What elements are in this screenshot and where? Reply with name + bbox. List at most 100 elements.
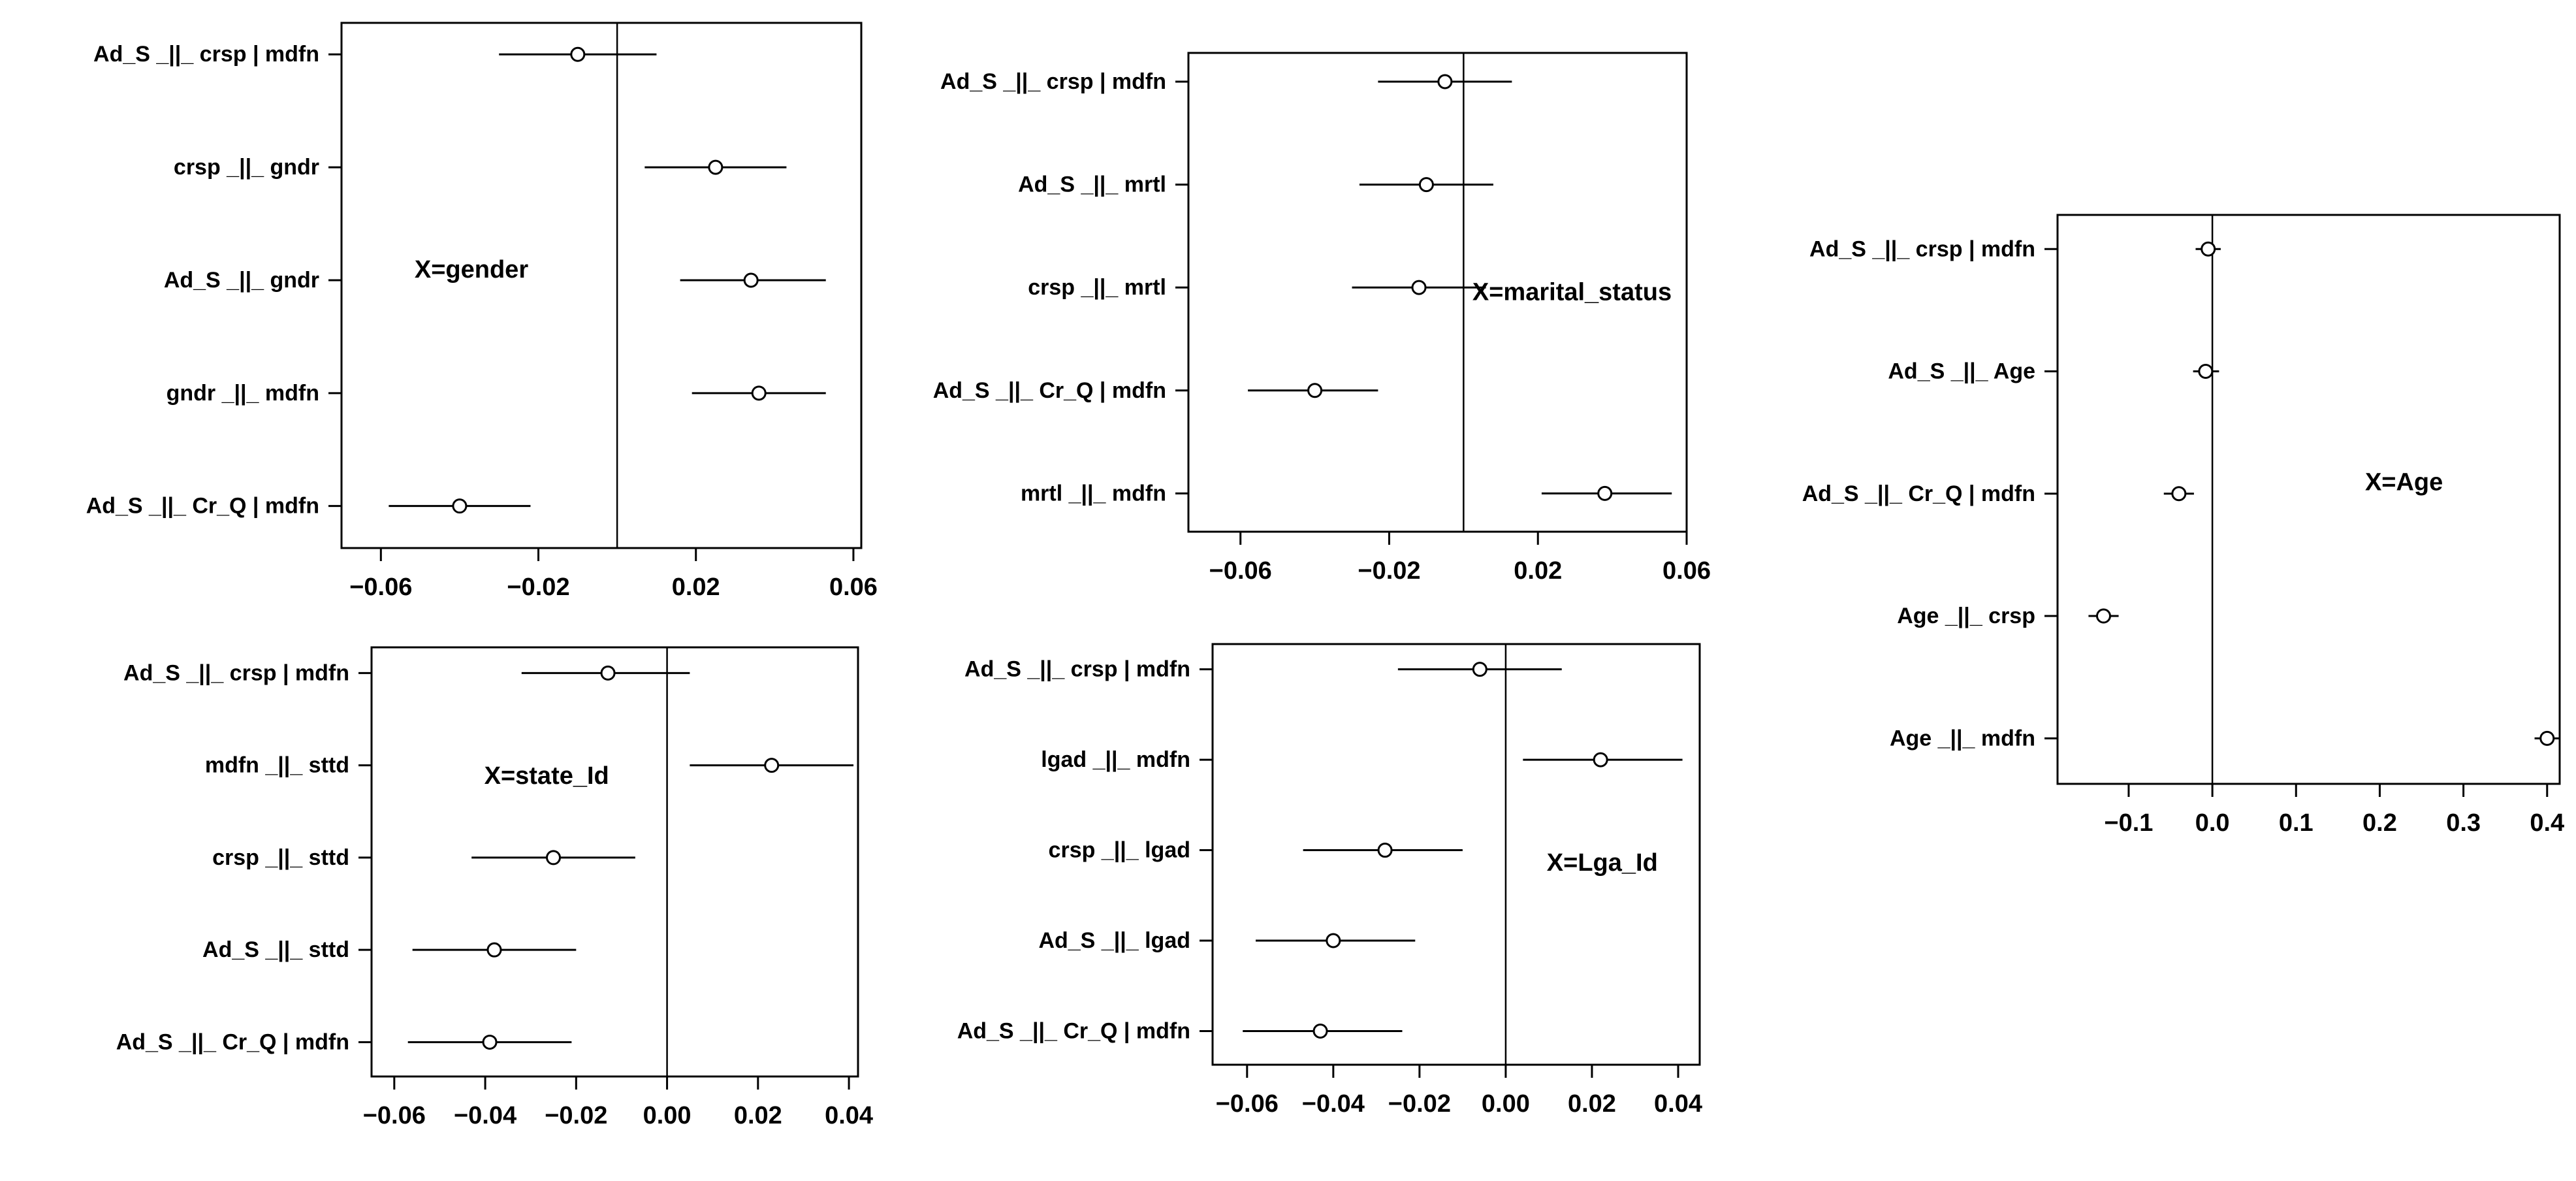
estimate-point (1312, 1023, 1328, 1039)
estimate-point (1472, 662, 1487, 677)
estimate-point (486, 942, 502, 958)
forest-row: Ad_S _||_ crsp | mdfn (940, 69, 1512, 94)
row-label: Ad_S _||_ crsp | mdfn (1809, 236, 2035, 261)
row-label: Ad_S _||_ sttd (202, 937, 349, 962)
row-label: mdfn _||_ sttd (205, 753, 349, 778)
estimate-point (452, 498, 468, 514)
row-label: Ad_S _||_ Cr_Q | mdfn (957, 1018, 1190, 1043)
x-axis-tick-label: 0.04 (825, 1102, 873, 1129)
x-axis-tick-label: −0.06 (1216, 1090, 1279, 1118)
forest-row: Age _||_ mdfn (1890, 726, 2560, 751)
row-label: Ad_S _||_ lgad (1038, 928, 1190, 953)
estimate-point (600, 665, 616, 681)
row-label: crsp _||_ sttd (212, 845, 349, 870)
plot-box (1211, 643, 1701, 1066)
x-axis-tick-label: 0.3 (2446, 809, 2481, 837)
row-label: Ad_S _||_ gndr (164, 268, 319, 293)
estimate-point (751, 385, 767, 401)
forest-row: Ad_S _||_ lgad (1038, 928, 1416, 953)
x-axis-tick-label: −0.06 (349, 574, 412, 601)
row-label: lgad _||_ mdfn (1041, 747, 1190, 772)
x-axis-tick-label: 0.00 (1482, 1090, 1530, 1118)
panel-annotation: X=Age (2365, 468, 2443, 496)
x-axis-tick-label: −0.02 (545, 1102, 607, 1129)
panel-annotation: X=marital_status (1472, 279, 1672, 306)
panel-x-gender: Ad_S _||_ crsp | mdfn crsp _||_ gndr Ad_S … (86, 22, 878, 601)
estimate-point (1307, 383, 1323, 398)
x-axis-tick-label: 0.02 (1514, 557, 1562, 585)
forest-row: Ad_S _||_ Cr_Q | mdfn (86, 494, 531, 519)
panel-annotation: X=Lga_Id (1547, 849, 1658, 877)
x-axis-tick-label: 0.02 (734, 1102, 782, 1129)
forest-row: Ad_S _||_ Cr_Q | mdfn (1802, 481, 2194, 506)
row-label: Ad_S _||_ crsp | mdfn (123, 660, 349, 685)
panel-x-lga-id: Ad_S _||_ crsp | mdfn lgad _||_ mdfn crsp … (957, 643, 1702, 1118)
row-label: Ad_S _||_ Cr_Q | mdfn (116, 1029, 349, 1054)
row-label: crsp _||_ lgad (1049, 838, 1190, 863)
row-label: Ad_S _||_ Cr_Q | mdfn (1802, 481, 2035, 506)
estimate-point (1411, 280, 1427, 295)
x-axis-tick-label: 0.2 (2362, 809, 2397, 837)
estimate-point (546, 850, 562, 866)
estimate-point (2201, 241, 2216, 257)
x-axis-tick-label: 0.4 (2530, 809, 2564, 837)
plot-box (340, 22, 863, 549)
x-axis-tick-label: −0.02 (1358, 557, 1420, 585)
row-label: Ad_S _||_ Age (1888, 359, 2035, 384)
x-axis-tick-label: −0.1 (2104, 809, 2153, 837)
forest-row: mrtl _||_ mdfn (1021, 481, 1672, 506)
forest-row: gndr _||_ mdfn (167, 381, 826, 406)
forest-row: Ad_S _||_ crsp | mdfn (964, 657, 1562, 682)
row-label: Ad_S _||_ crsp | mdfn (940, 69, 1166, 94)
forest-row: crsp _||_ sttd (212, 845, 635, 870)
x-axis-tick-label: −0.02 (507, 574, 569, 601)
row-label: Ad_S _||_ Cr_Q | mdfn (86, 494, 319, 519)
x-axis-tick-label: −0.04 (454, 1102, 517, 1129)
panel-x-age: Ad_S _||_ crsp | mdfn Ad_S _||_ Age Ad_S _… (1802, 214, 2564, 837)
forest-row: Ad_S _||_ Age (1888, 359, 2219, 384)
forest-row: lgad _||_ mdfn (1041, 747, 1683, 772)
estimate-point (1377, 843, 1393, 858)
row-label: Ad_S _||_ crsp | mdfn (93, 42, 319, 67)
estimate-point (764, 758, 780, 773)
estimate-point (570, 46, 586, 62)
x-axis-tick-label: −0.04 (1302, 1090, 1365, 1118)
row-label: mrtl _||_ mdfn (1021, 481, 1166, 506)
panel-annotation: X=state_Id (485, 762, 609, 790)
forest-row: Ad_S _||_ crsp | mdfn (93, 42, 657, 67)
estimate-point (2539, 730, 2555, 746)
row-label: Ad_S _||_ crsp | mdfn (964, 657, 1190, 682)
x-axis-tick-label: −0.06 (363, 1102, 426, 1129)
estimate-point (708, 159, 724, 175)
forest-row: Ad_S _||_ Cr_Q | mdfn (957, 1018, 1403, 1043)
row-label: Ad_S _||_ mrtl (1018, 172, 1166, 197)
x-axis-tick-label: 0.0 (2195, 809, 2230, 837)
x-axis-tick-label: 0.1 (2279, 809, 2314, 837)
row-label: Age _||_ mdfn (1890, 726, 2035, 751)
forest-row: crsp _||_ gndr (174, 155, 787, 180)
x-axis-tick-label: −0.02 (1388, 1090, 1451, 1118)
forest-row: crsp _||_ mrtl (1028, 275, 1486, 300)
row-label: crsp _||_ mrtl (1028, 275, 1166, 300)
estimate-point (1437, 74, 1453, 89)
forest-row: Ad_S _||_ Cr_Q | mdfn (116, 1029, 572, 1054)
plot-box (1187, 52, 1688, 533)
plot-box (370, 646, 859, 1078)
forest-row: Ad_S _||_ sttd (202, 937, 577, 962)
estimate-point (2095, 608, 2111, 624)
x-axis-tick-label: −0.06 (1209, 557, 1272, 585)
forest-row: Ad_S _||_ crsp | mdfn (1809, 236, 2221, 261)
panel-annotation: X=gender (415, 256, 528, 283)
estimate-point (1597, 485, 1613, 501)
forest-row: Ad_S _||_ crsp | mdfn (123, 660, 690, 685)
estimate-point (1418, 177, 1434, 193)
forest-row: Ad_S _||_ gndr (164, 268, 826, 293)
estimate-point (743, 272, 759, 288)
forest-row: mdfn _||_ sttd (205, 753, 854, 778)
estimate-point (2198, 364, 2214, 380)
row-label: crsp _||_ gndr (174, 155, 319, 180)
forest-row: Age _||_ crsp (1897, 604, 2119, 628)
panel-x-state-id: Ad_S _||_ crsp | mdfn mdfn _||_ sttd crsp … (116, 646, 873, 1129)
forest-row: Ad_S _||_ mrtl (1018, 172, 1493, 197)
estimate-point (2171, 486, 2187, 502)
